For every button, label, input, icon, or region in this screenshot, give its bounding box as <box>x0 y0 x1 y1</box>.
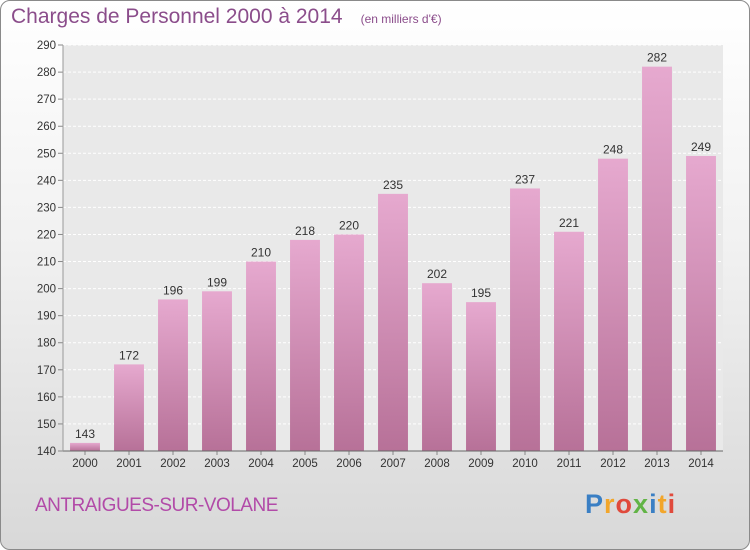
bar-2006 <box>334 234 364 451</box>
commune-name: ANTRAIGUES-SUR-VOLANE <box>35 495 278 516</box>
logo-letter: x <box>633 489 650 519</box>
bar-2005 <box>290 239 320 451</box>
data-label-2012: 248 <box>603 143 623 157</box>
proxiti-logo: Proxiti <box>585 489 676 520</box>
logo-letter: r <box>604 489 616 519</box>
bar-2011 <box>554 231 584 451</box>
logo-letter: t <box>657 489 668 519</box>
y-tick-label: 210 <box>37 257 56 269</box>
x-tick-labels: 2000 2001 2002 2003 2004 2005 2006 2007 2008 2009… <box>72 451 714 470</box>
data-label-2006: 220 <box>339 218 359 232</box>
logo-letter: i <box>667 489 677 519</box>
x-tick-label-2010: 2010 <box>512 458 538 470</box>
logo-letter: P <box>585 489 605 519</box>
y-tick-label: 250 <box>37 148 56 160</box>
x-tick-label-2013: 2013 <box>644 458 670 470</box>
x-tick-label-2008: 2008 <box>424 458 450 470</box>
data-label-2011: 221 <box>559 216 579 230</box>
x-tick-label-2005: 2005 <box>292 458 318 470</box>
bar-2000 <box>70 442 100 451</box>
bar-2014 <box>686 155 716 451</box>
data-label-2004: 210 <box>251 246 271 260</box>
x-tick-label-2011: 2011 <box>557 458 582 470</box>
chart-title-text: Charges de Personnel 2000 à 2014 <box>11 5 343 28</box>
x-tick-label-2009: 2009 <box>468 458 494 470</box>
y-tick-label: 230 <box>37 202 56 214</box>
bar-2008 <box>422 283 452 451</box>
y-tick-label: 200 <box>37 284 56 296</box>
y-tick-label: 190 <box>37 311 56 323</box>
logo-letter: i <box>649 489 658 519</box>
y-tick-label: 280 <box>37 67 56 79</box>
x-tick-label-2007: 2007 <box>380 458 406 470</box>
x-tick-label-2004: 2004 <box>248 458 274 470</box>
bar-2009 <box>466 302 496 451</box>
data-label-2014: 249 <box>691 140 711 154</box>
data-label-2010: 237 <box>515 172 535 186</box>
y-tick-label: 240 <box>37 175 56 187</box>
x-tick-label-2001: 2001 <box>116 458 142 470</box>
bar-2003 <box>202 291 232 451</box>
bar-2012 <box>598 158 628 451</box>
y-tick-label: 160 <box>37 392 56 404</box>
data-label-2000: 143 <box>75 427 95 441</box>
y-tick-label: 180 <box>37 338 56 350</box>
bar-2004 <box>246 261 276 451</box>
x-tick-label-2014: 2014 <box>688 458 714 470</box>
bar-2001 <box>114 364 144 451</box>
data-label-2001: 172 <box>119 348 139 362</box>
data-label-2008: 202 <box>427 267 447 281</box>
x-tick-label-2003: 2003 <box>204 458 230 470</box>
chart-unit-text: (en milliers d'€) <box>360 12 442 26</box>
y-tick-label: 220 <box>37 229 56 241</box>
y-tick-label: 140 <box>37 446 56 458</box>
x-tick-label-2012: 2012 <box>600 458 626 470</box>
x-tick-label-2002: 2002 <box>160 458 186 470</box>
y-tick-label: 260 <box>37 121 56 133</box>
y-tick-label: 290 <box>37 40 56 52</box>
chart-title: Charges de Personnel 2000 à 2014 (en mill… <box>11 5 442 29</box>
y-tick-labels: 140 150 160 170 180 190 200 210 220 230 240 250 260 2… <box>37 40 63 458</box>
y-tick-label: 270 <box>37 94 56 106</box>
x-tick-label-2006: 2006 <box>336 458 362 470</box>
y-tick-label: 150 <box>37 419 56 431</box>
data-label-2007: 235 <box>383 178 403 192</box>
bar-2002 <box>158 299 188 451</box>
bars: 143 172 196 199 210 218 220 235 202 195 237 221 248 2… <box>70 51 716 452</box>
bar-2013 <box>642 66 672 452</box>
bar-2010 <box>510 188 540 451</box>
x-tick-label-2000: 2000 <box>72 458 98 470</box>
data-label-2005: 218 <box>295 224 315 238</box>
bar-2007 <box>378 193 408 451</box>
data-label-2009: 195 <box>471 286 491 300</box>
data-label-2002: 196 <box>163 283 183 297</box>
logo-letter: o <box>615 489 634 519</box>
data-label-2013: 282 <box>647 51 667 65</box>
data-label-2003: 199 <box>207 275 227 289</box>
y-tick-label: 170 <box>37 365 56 377</box>
